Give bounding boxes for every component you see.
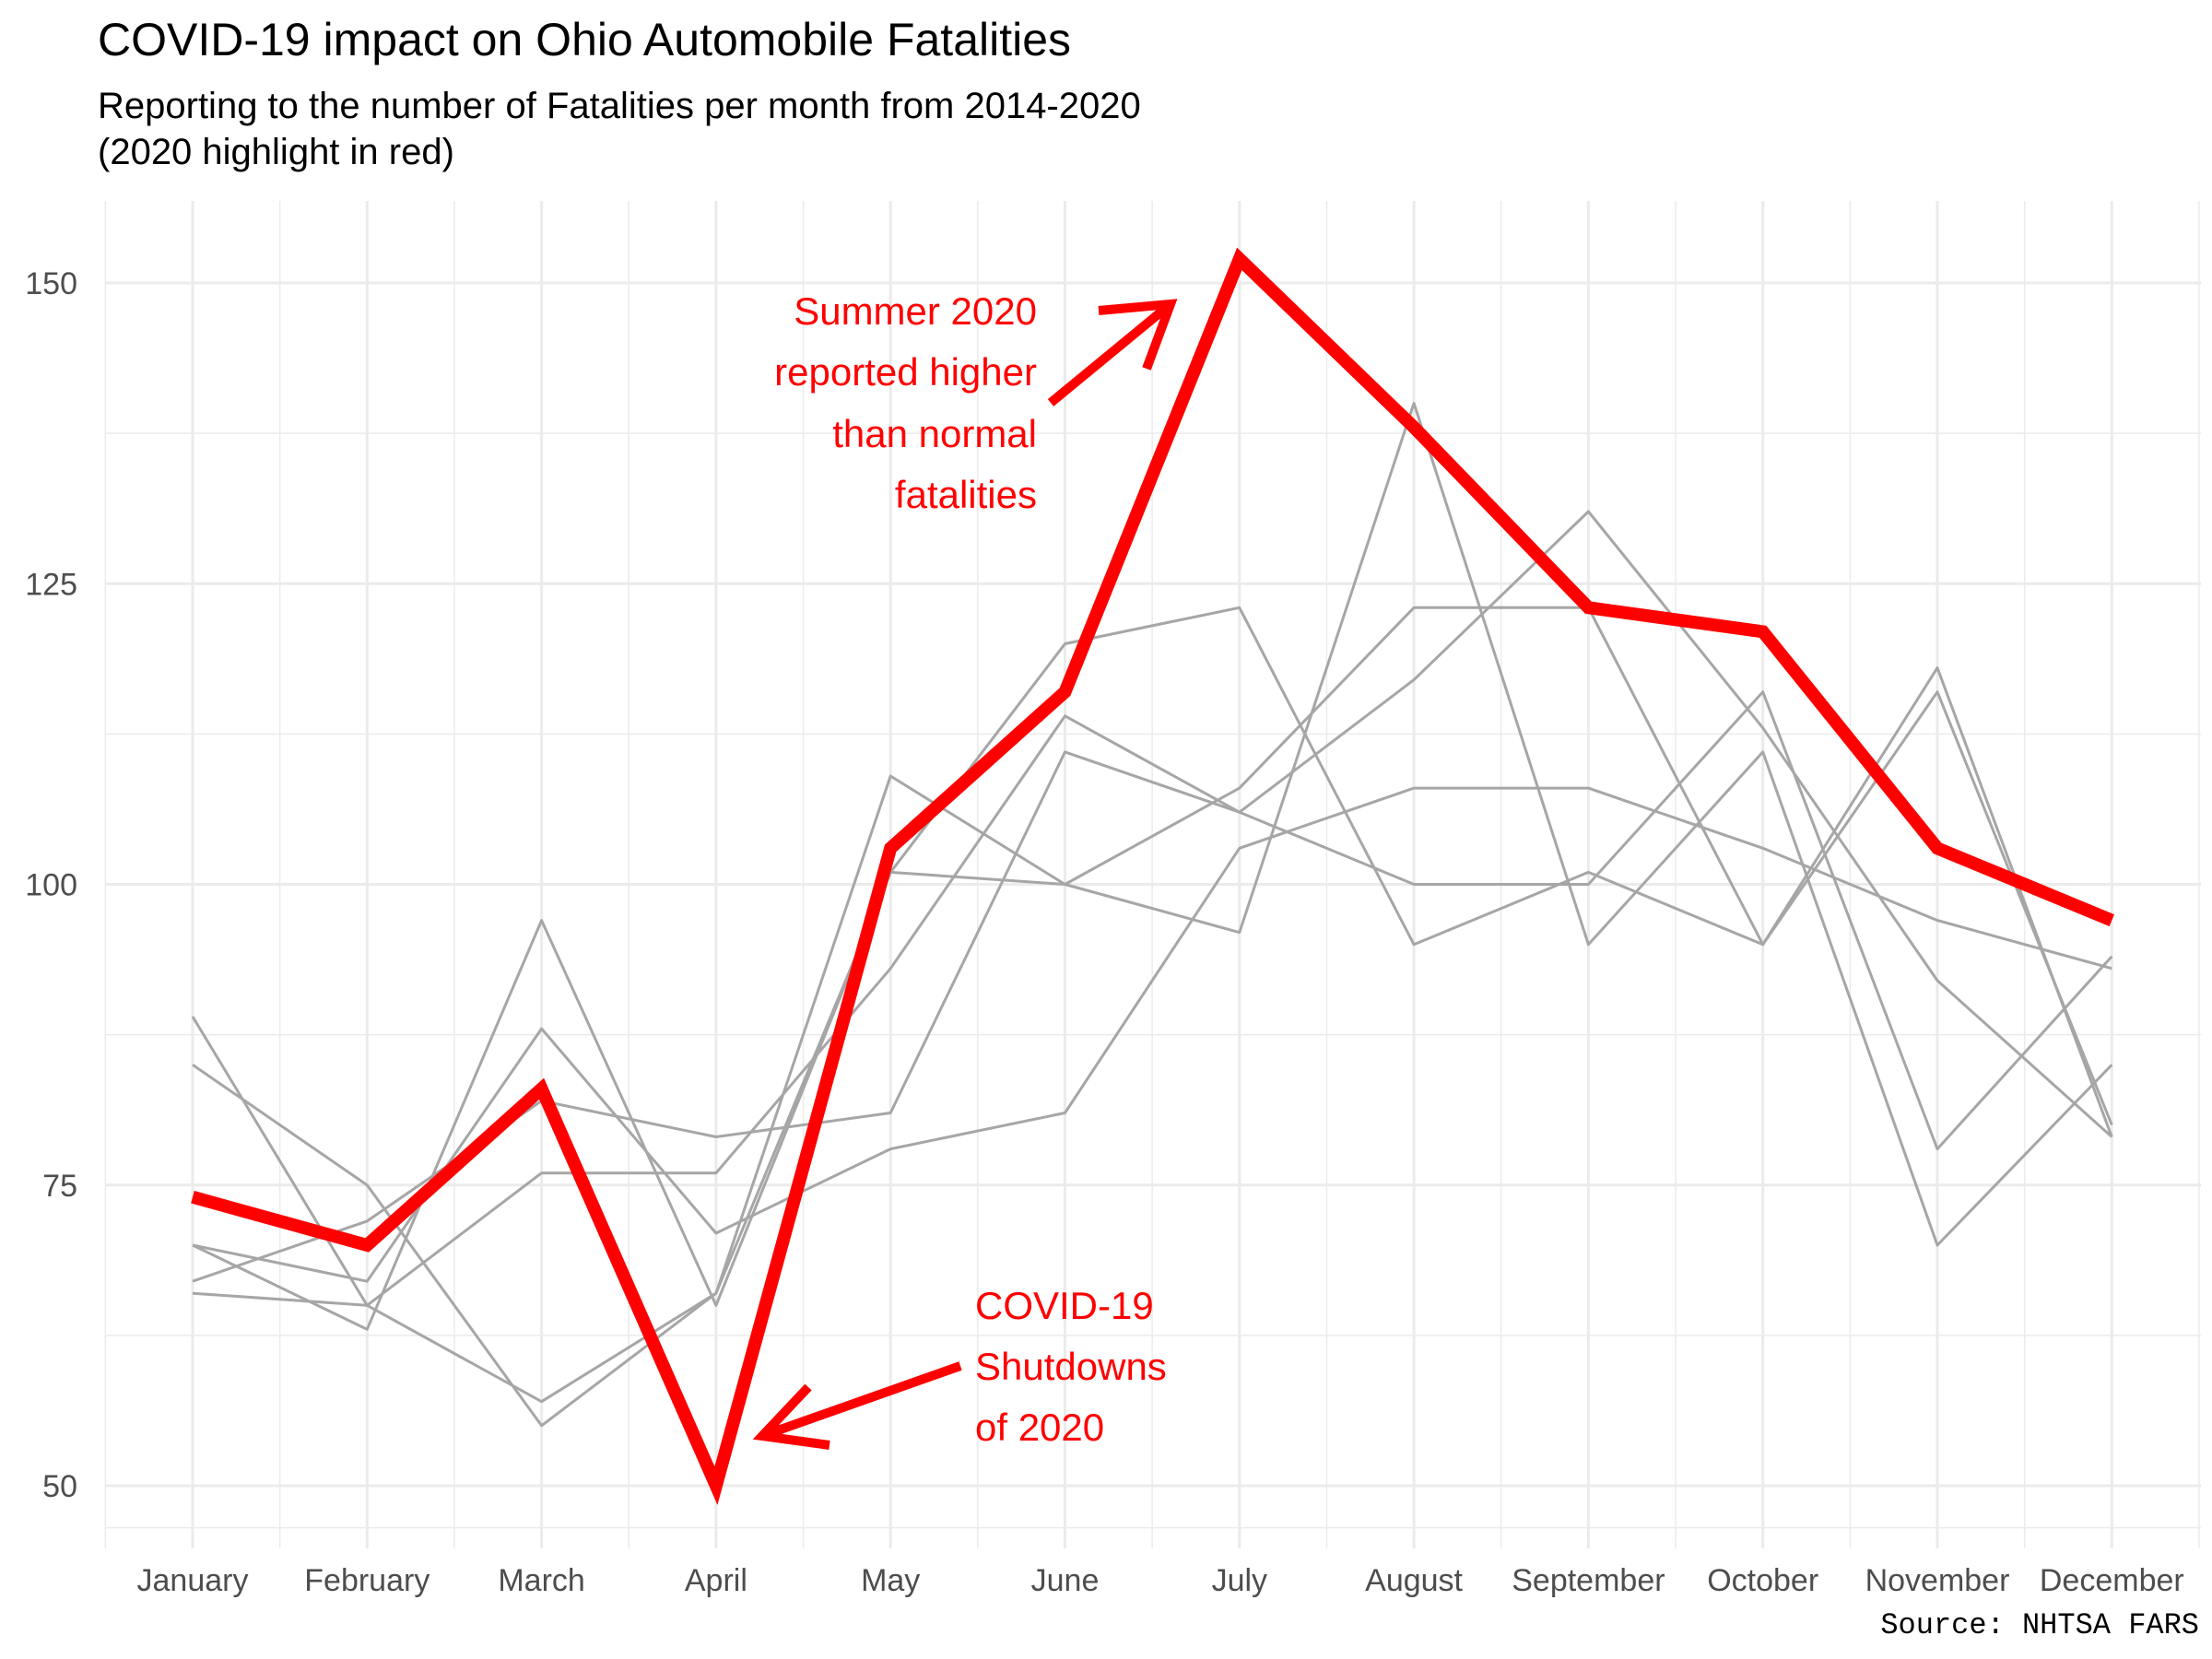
- chart-subtitle: Reporting to the number of Fatalities pe…: [98, 83, 1141, 175]
- annotation-summer-line-2: reported higher: [774, 350, 1037, 394]
- annotation-summer-line-3: than normal: [832, 412, 1037, 455]
- chart-title: COVID-19 impact on Ohio Automobile Fatal…: [98, 14, 1072, 65]
- annotation-covid-line-3: of 2020: [975, 1406, 1104, 1449]
- background-series: [191, 402, 2113, 1428]
- chart-caption: Source: NHTSA FARS: [1880, 1608, 2199, 1642]
- series-line-2020: [191, 247, 2114, 1505]
- x-tick-label: August: [1365, 1563, 1463, 1598]
- x-tick-label: March: [498, 1563, 584, 1598]
- grid-minor: [104, 201, 2201, 1548]
- y-tick-label: 75: [42, 1169, 77, 1204]
- x-axis-tick-labels: January February March April May June July Augu…: [137, 1563, 2184, 1598]
- annotation-summer-arrow: [1047, 299, 1178, 406]
- x-tick-label: June: [1031, 1563, 1100, 1598]
- series-line-6: [192, 786, 2112, 1283]
- annotation-summer-line-4: fatalities: [895, 473, 1037, 516]
- x-tick-label: April: [685, 1563, 747, 1598]
- x-tick-label: July: [1212, 1563, 1267, 1598]
- x-tick-label: December: [2040, 1563, 2184, 1598]
- annotation-covid-arrow: [752, 1361, 962, 1450]
- series-line-3: [192, 606, 2113, 1331]
- series-line-5: [192, 510, 2113, 1307]
- annotation-summer: Summer 2020 reported higher than normal …: [774, 289, 1178, 516]
- y-tick-label: 125: [25, 567, 77, 602]
- grid-major: [105, 201, 2201, 1548]
- x-tick-label: May: [861, 1563, 920, 1598]
- y-tick-label: 50: [42, 1469, 77, 1504]
- series-line-2: [192, 402, 2113, 1428]
- x-tick-label: February: [304, 1563, 429, 1598]
- x-tick-label: November: [1865, 1563, 2010, 1598]
- annotation-covid-line-2: Shutdowns: [975, 1345, 1167, 1388]
- x-tick-label: October: [1707, 1563, 1818, 1598]
- highlight-series: [191, 247, 2114, 1505]
- annotation-summer-line-1: Summer 2020: [794, 289, 1037, 333]
- y-tick-label: 100: [25, 868, 77, 903]
- x-tick-label: September: [1512, 1563, 1665, 1598]
- subtitle-line-2: (2020 highlight in red): [98, 132, 454, 172]
- y-axis-tick-labels: 50 75 100 125 150: [25, 266, 77, 1504]
- x-tick-label: January: [137, 1563, 249, 1598]
- subtitle-line-1: Reporting to the number of Fatalities pe…: [98, 86, 1141, 126]
- annotation-covid: COVID-19 Shutdowns of 2020: [752, 1284, 1167, 1450]
- annotation-covid-line-1: COVID-19: [975, 1284, 1154, 1327]
- y-tick-label: 150: [25, 266, 77, 301]
